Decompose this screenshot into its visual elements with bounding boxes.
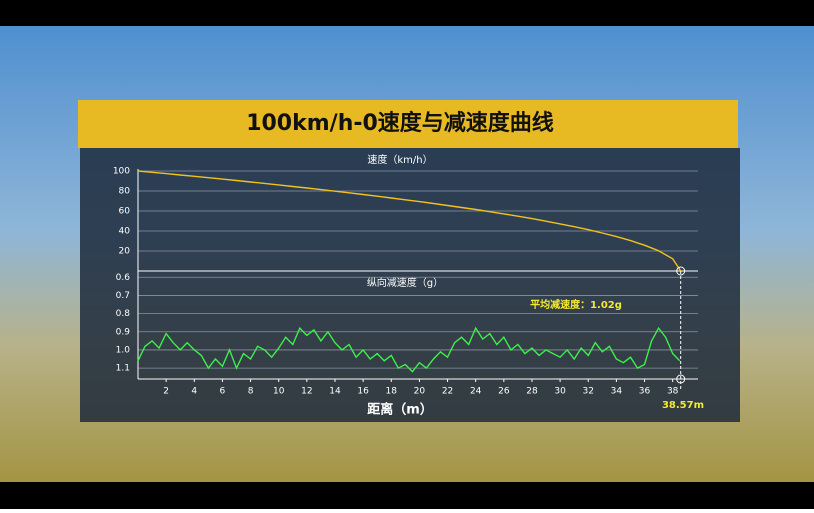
x-tick-label: 16 xyxy=(357,387,369,397)
x-tick-label: 24 xyxy=(470,387,482,397)
x-tick-label: 26 xyxy=(498,387,510,397)
y-tick-label: 80 xyxy=(119,187,131,197)
stop-marker xyxy=(676,266,686,276)
y-label: 纵向减速度（g） xyxy=(367,276,443,289)
x-tick-label: 38 xyxy=(667,387,679,397)
data-line xyxy=(137,170,682,272)
x-tick-label: 22 xyxy=(442,387,453,397)
annotation: 平均减速度：1.02g xyxy=(530,298,622,311)
x-tick-label: 4 xyxy=(191,387,197,397)
x-tick-label: 32 xyxy=(583,387,594,397)
title: 100km/h-0速度与减速度曲线 xyxy=(246,110,554,136)
y-tick-label: 20 xyxy=(119,247,131,257)
x-tick-label: 6 xyxy=(220,387,226,397)
x-tick-label: 12 xyxy=(301,387,312,397)
x-tick-label: 10 xyxy=(273,387,285,397)
y-tick-label: 40 xyxy=(119,227,131,237)
x-tick-label: 14 xyxy=(329,387,341,397)
x-tick-label: 36 xyxy=(639,387,651,397)
y-label: 速度（km/h） xyxy=(367,153,432,166)
y-tick-label: 1.1 xyxy=(116,364,130,374)
y-tick-label: 0.8 xyxy=(116,309,131,319)
y-tick-label: 100 xyxy=(113,167,130,177)
x-tick-label: 18 xyxy=(386,387,398,397)
stop-marker xyxy=(676,374,686,384)
y-tick-label: 0.9 xyxy=(116,327,131,337)
y-tick-label: 60 xyxy=(119,207,131,217)
title-banner xyxy=(78,100,738,148)
x-label: 距离（m） xyxy=(367,402,433,418)
x-tick-label: 34 xyxy=(611,387,623,397)
x-tick-label: 20 xyxy=(414,387,426,397)
panel xyxy=(80,148,740,422)
y-tick-label: 1.0 xyxy=(116,345,131,355)
y-tick-label: 0.7 xyxy=(116,291,130,301)
x-tick-label: 2 xyxy=(163,387,169,397)
annotation: 38.57m xyxy=(662,400,704,411)
y-tick-label: 0.6 xyxy=(116,273,131,283)
data-line xyxy=(137,326,681,373)
x-tick-label: 28 xyxy=(526,387,538,397)
x-tick-label: 30 xyxy=(554,387,566,397)
x-tick-label: 8 xyxy=(248,387,254,397)
